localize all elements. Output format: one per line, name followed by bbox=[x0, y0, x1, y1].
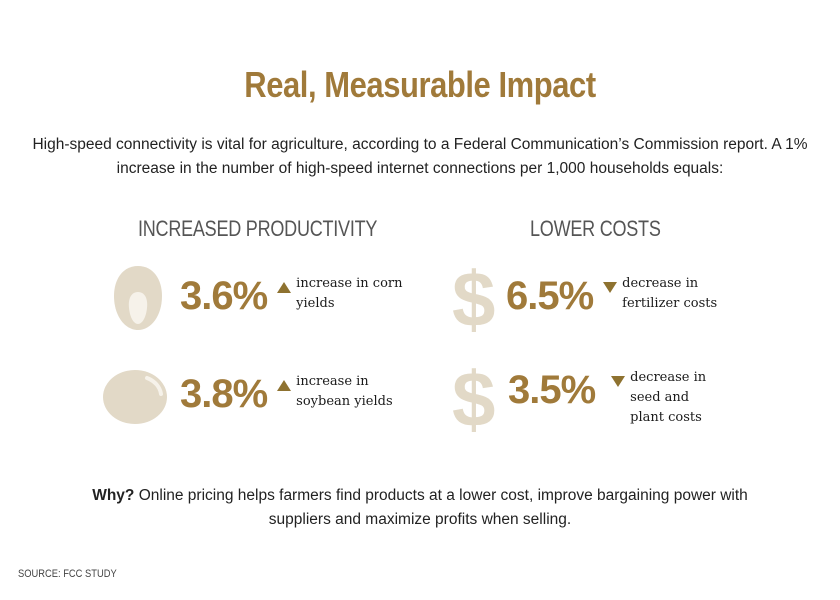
stat-value: 3.5% bbox=[508, 368, 596, 412]
why-text: Online pricing helps farmers find produc… bbox=[134, 487, 748, 528]
stat-label: increase in corn yields bbox=[296, 276, 403, 311]
stat-label: decrease in fertilizer costs bbox=[622, 276, 718, 311]
stat-value: 3.8% bbox=[180, 372, 268, 416]
stat-seed: 3.5% decrease in seed and plant costs bbox=[508, 370, 726, 428]
productivity-heading: INCREASED PRODUCTIVITY bbox=[138, 216, 378, 241]
source-note: SOURCE: FCC STUDY bbox=[18, 568, 117, 580]
dollar-icon: $ bbox=[452, 355, 496, 443]
corn-kernel-icon bbox=[114, 266, 162, 330]
dollar-icon: $ bbox=[452, 255, 496, 343]
costs-heading: LOWER COSTS bbox=[530, 216, 661, 241]
page-title: Real, Measurable Impact bbox=[244, 64, 596, 105]
stat-label: increase in soybean yields bbox=[296, 374, 393, 409]
why-paragraph: Why? Online pricing helps farmers find p… bbox=[60, 484, 780, 532]
up-arrow-icon bbox=[277, 282, 292, 293]
stat-value: 3.6% bbox=[180, 274, 268, 318]
down-arrow-icon bbox=[603, 282, 618, 293]
why-lead: Why? bbox=[92, 487, 135, 504]
stat-label: decrease in seed and plant costs bbox=[630, 370, 707, 425]
soybean-icon bbox=[103, 370, 167, 424]
stat-soybean: 3.8% increase in soybean yields bbox=[180, 374, 406, 414]
up-arrow-icon bbox=[277, 380, 292, 391]
down-arrow-icon bbox=[611, 376, 626, 387]
stat-value: 6.5% bbox=[506, 274, 594, 318]
stat-fertilizer: 6.5% decrease in fertilizer costs bbox=[506, 276, 722, 316]
intro-paragraph: High-speed connectivity is vital for agr… bbox=[32, 136, 808, 177]
stat-corn: 3.6% increase in corn yields bbox=[180, 276, 406, 316]
